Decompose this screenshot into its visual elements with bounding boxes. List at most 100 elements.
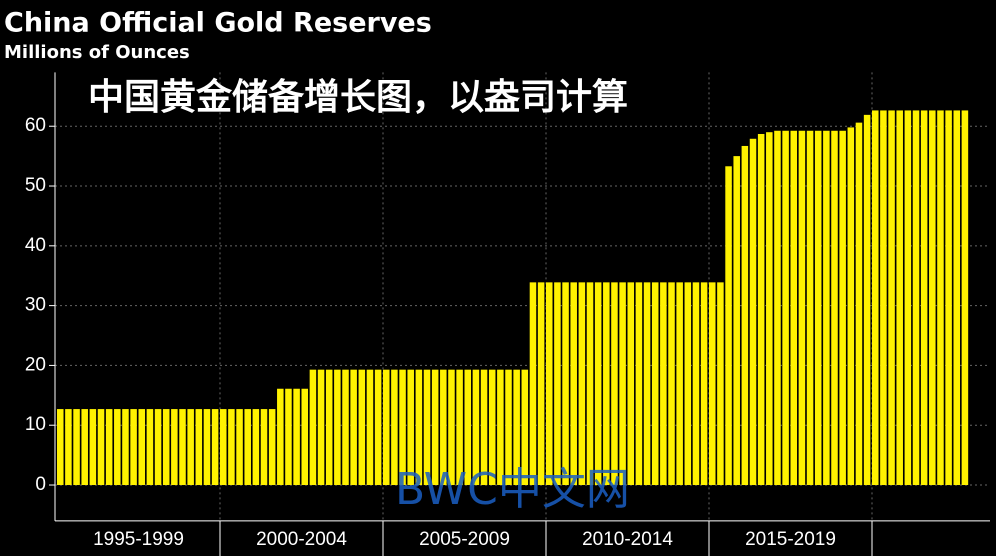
bar [195, 409, 203, 486]
bar [383, 369, 390, 486]
y-tick-label: 10 [25, 414, 46, 435]
bar [415, 369, 423, 486]
bar [407, 369, 414, 486]
bar [741, 145, 749, 486]
bar [211, 409, 219, 486]
bar [872, 110, 879, 486]
bar [391, 369, 398, 486]
bar [619, 282, 626, 486]
bar [325, 369, 333, 486]
bar [961, 110, 969, 486]
y-tick-label: 20 [25, 354, 46, 375]
bar [431, 369, 439, 486]
bar [146, 409, 154, 486]
bar [236, 409, 243, 486]
bar [937, 110, 944, 486]
bar [268, 409, 276, 486]
bar [709, 282, 716, 486]
bar [774, 130, 781, 486]
bar [733, 156, 740, 486]
y-tick-label: 50 [25, 175, 46, 196]
bar [97, 409, 105, 486]
bar [823, 130, 830, 486]
y-tick-label: 60 [25, 115, 46, 136]
bar [521, 369, 529, 486]
bar [603, 282, 610, 486]
bar [651, 282, 659, 486]
bar [154, 409, 162, 486]
bar [700, 282, 708, 486]
bar [57, 409, 64, 486]
bar [464, 369, 472, 486]
bar [929, 110, 936, 486]
bar [334, 369, 341, 486]
bar [814, 130, 822, 486]
bar [285, 388, 292, 486]
bar [562, 282, 569, 486]
bar [187, 409, 194, 486]
bar [578, 282, 586, 486]
bar [122, 409, 129, 486]
x-group-label: 1995-1999 [93, 529, 184, 550]
bar [513, 369, 520, 486]
x-group-label: 2000-2004 [256, 529, 347, 550]
bar [480, 369, 488, 486]
bar [171, 409, 178, 486]
chart-title: China Official Gold Reserves [4, 8, 432, 39]
bar [130, 409, 137, 486]
bar [423, 369, 431, 486]
watermark: BWC中文网 [395, 464, 630, 515]
bar [537, 282, 545, 486]
bar [65, 409, 72, 486]
bar [252, 409, 260, 486]
bar [472, 369, 480, 486]
bar [203, 409, 211, 486]
bar [806, 130, 814, 486]
bar [546, 282, 553, 486]
bar [912, 110, 920, 486]
bar [399, 369, 406, 486]
bar [831, 130, 838, 486]
bar [676, 282, 683, 486]
annotation: 中国黄金储备增长图，以盎司计算 [88, 76, 628, 118]
bar [342, 369, 349, 486]
bar [89, 409, 97, 486]
bar [73, 409, 80, 486]
x-group-label: 2015-2019 [745, 529, 836, 550]
chart-subtitle: Millions of Ounces [4, 42, 190, 63]
bar [374, 369, 382, 486]
bar [594, 282, 602, 486]
bar [847, 127, 855, 486]
bar [790, 130, 798, 486]
bar [880, 110, 887, 486]
y-tick-label: 30 [25, 295, 46, 316]
bar [635, 282, 643, 486]
bar [228, 409, 235, 486]
bar [220, 409, 227, 486]
bar [627, 282, 635, 486]
bar [317, 369, 325, 486]
bar [81, 409, 88, 486]
bar [448, 369, 455, 486]
y-tick-label: 0 [35, 474, 46, 495]
bar [366, 369, 374, 486]
bar [244, 409, 251, 486]
bar [277, 388, 284, 486]
bar [138, 409, 146, 486]
bar [505, 369, 512, 486]
bar [301, 388, 309, 486]
bar [488, 369, 496, 486]
bar [945, 110, 952, 486]
bar [162, 409, 170, 486]
bar [863, 114, 871, 486]
bar [440, 369, 447, 486]
bar [725, 166, 732, 486]
bar [570, 282, 577, 486]
bar [350, 369, 357, 486]
bar [684, 282, 692, 486]
bar [920, 110, 928, 486]
bar [798, 130, 806, 486]
bar [896, 110, 903, 486]
bar [309, 369, 317, 486]
